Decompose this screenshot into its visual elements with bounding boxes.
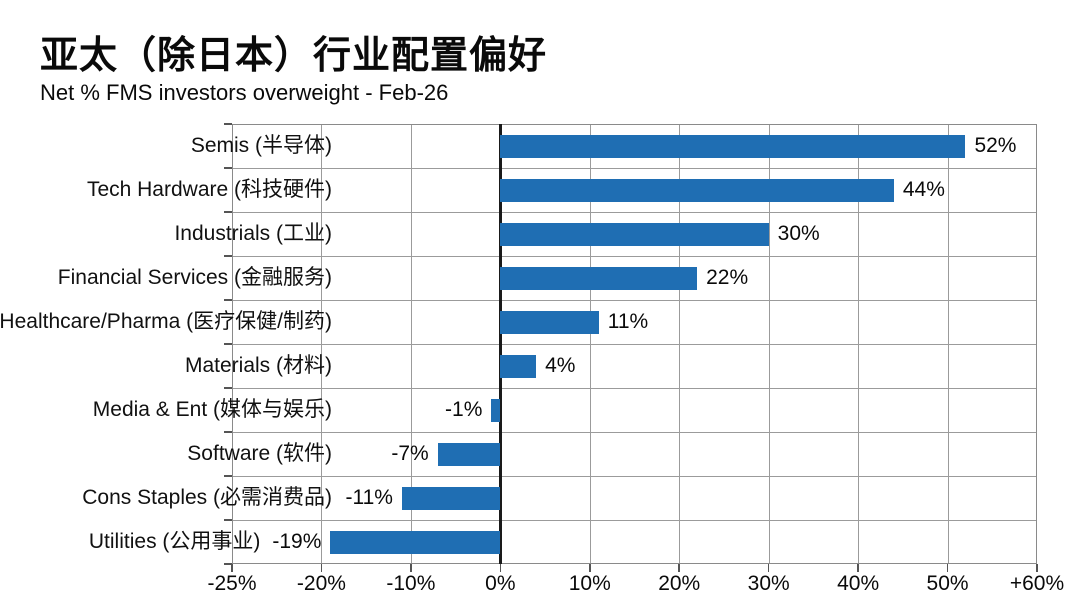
x-tick-label: -20% [296,572,346,595]
y-axis-tick [224,167,232,169]
x-axis-tick [946,564,949,572]
h-gridline [232,344,1037,345]
h-gridline [232,388,1037,389]
x-axis-tick [767,564,770,572]
zero-axis-line [499,124,502,564]
y-axis-tick [224,563,232,565]
bar-value-label: -1% [445,398,483,421]
chart-subtitle: Net % FMS investors overweight - Feb-26 [40,80,449,105]
x-tick-label: 20% [658,572,701,595]
h-gridline [232,256,1037,257]
bar [330,530,501,554]
bar-value-label: -19% [272,530,322,553]
bar-value-label: 4% [545,354,576,377]
bar-value-label: 11% [607,310,649,333]
x-tick-label: 10% [568,572,611,595]
category-label: Semis (半导体) [190,134,332,157]
x-tick-label: +60% [1009,572,1065,595]
bar [491,398,501,422]
bar [500,266,698,290]
x-axis-tick [678,564,680,572]
category-label: Software (软件) [187,442,332,465]
x-axis-tick [410,564,412,572]
x-tick-label: 40% [837,572,880,595]
category-label: Financial Services (金融服务) [57,266,332,289]
bar [401,486,501,510]
category-label: Cons Staples (必需消费品) [82,486,332,509]
bar-value-label: 22% [706,266,749,289]
x-tick-label: 30% [747,572,790,595]
bar-value-label: 30% [777,222,820,245]
bar-value-label: -11% [345,486,393,509]
x-axis-tick [589,564,591,572]
h-gridline [232,432,1037,433]
y-axis-tick [224,387,232,389]
category-label: Materials (材料) [184,354,332,377]
y-axis-tick [224,211,232,213]
x-axis-tick [1036,564,1038,572]
y-axis-tick [224,519,232,521]
y-axis-tick [224,299,232,301]
bar [500,134,966,158]
bar [500,178,894,202]
category-label: Industrials (工业) [174,222,332,245]
y-axis-tick [224,475,232,477]
bar-value-label: 44% [902,178,945,201]
category-label: Utilities (公用事业) [88,530,261,553]
x-tick-label: -10% [386,572,436,595]
x-tick-label: 50% [926,572,969,595]
y-axis-tick [224,255,232,257]
x-axis-tick [857,564,859,572]
y-axis-tick [224,431,232,433]
bar-value-label: 52% [974,134,1017,157]
h-gridline [232,168,1037,169]
h-gridline [232,476,1037,477]
category-label: Media & Ent (媒体与娱乐) [92,398,332,421]
plot-border [232,124,1037,564]
x-tick-label: -25% [207,572,257,595]
x-axis-tick [231,564,233,572]
category-label: Tech Hardware (科技硬件) [86,178,332,201]
bar [500,354,537,378]
chart-title: 亚太（除日本）行业配置偏好 [40,35,548,77]
h-gridline [232,520,1037,521]
x-axis-tick [499,564,502,572]
h-gridline [232,212,1037,213]
bar [500,310,599,334]
bar [500,222,769,246]
x-tick-label: 0% [485,572,516,595]
x-axis-tick [320,564,323,572]
category-label: Healthcare/Pharma (医疗保健/制药) [0,310,332,333]
y-axis-tick [224,343,232,345]
y-axis-tick [224,123,232,125]
bar [437,442,501,466]
h-gridline [232,300,1037,301]
bar-value-label: -7% [391,442,429,465]
